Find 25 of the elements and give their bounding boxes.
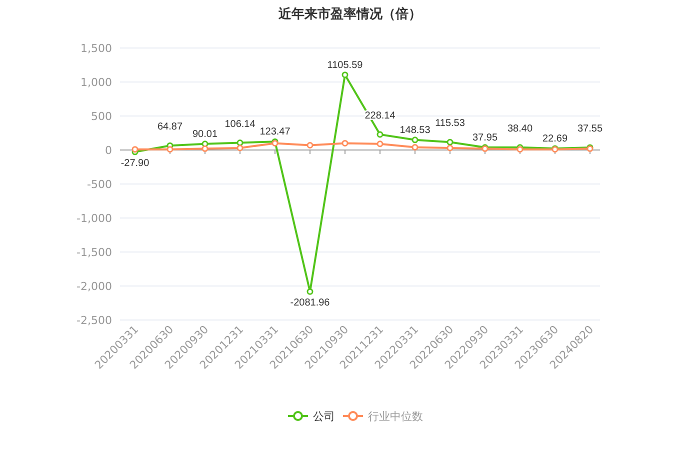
- data-label: -27.90: [120, 158, 150, 169]
- y-tick-label: 1,500: [80, 42, 112, 55]
- data-label: 37.95: [472, 132, 498, 144]
- y-tick-label: 500: [91, 110, 112, 123]
- y-tick-label: 1,000: [80, 76, 112, 89]
- data-label: 106.14: [224, 118, 256, 130]
- data-label: 148.53: [400, 124, 431, 136]
- data-label: 22.69: [542, 133, 568, 144]
- legend-label: 行业中位数: [368, 410, 423, 423]
- data-label: 37.55: [577, 123, 603, 134]
- data-label: 38.40: [507, 123, 533, 134]
- data-label: 1105.59: [327, 60, 364, 71]
- data-label: 115.53: [435, 118, 466, 130]
- data-label: 64.87: [157, 122, 183, 133]
- data-label: 123.47: [260, 126, 291, 138]
- y-tick-label: -1,500: [76, 246, 112, 259]
- data-label: -2081.96: [290, 298, 330, 309]
- y-tick-label: -500: [87, 178, 112, 191]
- y-tick-label: -2,500: [76, 314, 112, 327]
- y-tick-label: -2,000: [76, 280, 112, 293]
- legend-label: 公司: [313, 410, 335, 423]
- chart-title: 近年来市盈率情况（倍）: [278, 6, 422, 22]
- y-tick-label: 0: [105, 144, 112, 157]
- y-tick-label: -1,000: [76, 212, 112, 225]
- data-label: 90.01: [192, 128, 218, 140]
